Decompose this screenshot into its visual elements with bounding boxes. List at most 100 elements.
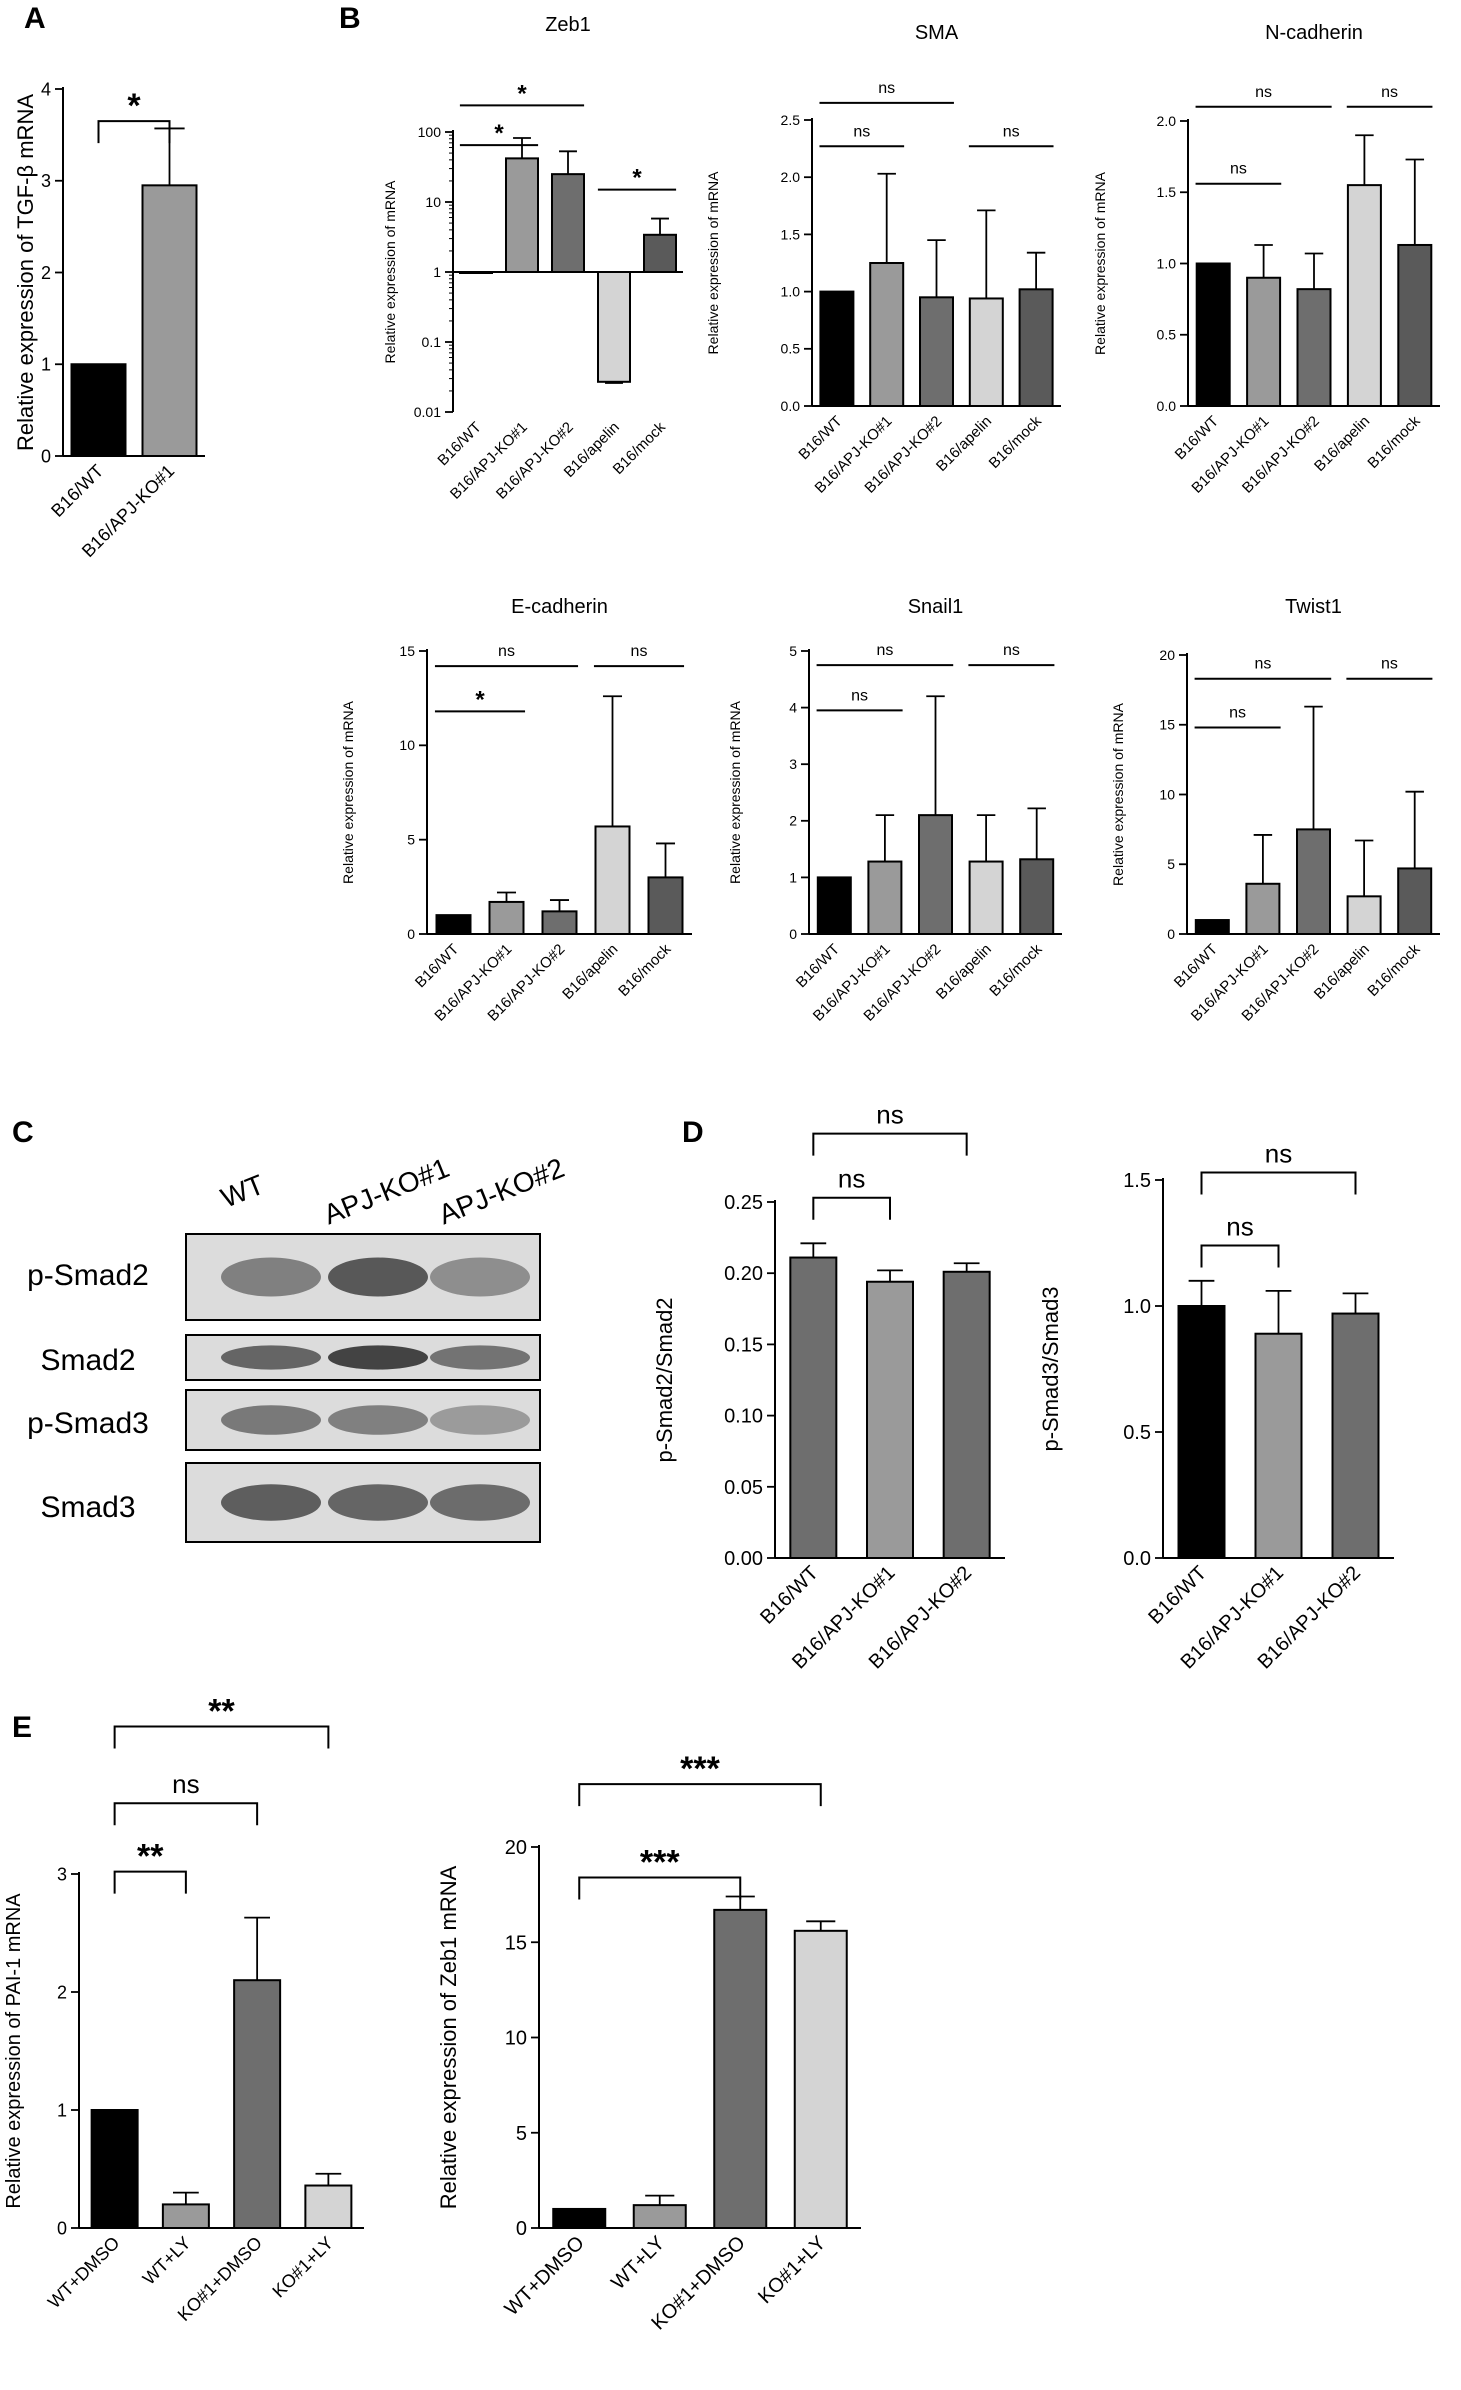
- comparison-bracket-1: [1200, 1244, 1280, 1268]
- y-tick-label: 5: [407, 832, 415, 848]
- y-tick-label: 1.0: [781, 284, 801, 300]
- y-tick-label: 3: [57, 1864, 67, 1884]
- significance-label-1: ns: [1226, 1212, 1253, 1242]
- bar-2: [919, 296, 954, 408]
- blot-band-0-1: [328, 1257, 428, 1297]
- panel-letters: A B C D E: [12, 2, 704, 1744]
- y-axis-label: Relative expression of mRNA: [1092, 171, 1108, 355]
- y-axis-label: Relative expression of mRNA: [340, 700, 356, 884]
- chart-title: Snail1: [908, 596, 964, 618]
- y-axis-label: Relative expression of mRNA: [705, 171, 721, 355]
- bar-3: [594, 825, 631, 936]
- y-tick-label: 15: [505, 1932, 527, 1954]
- y-axis-label: Relative expression of mRNA: [727, 700, 743, 884]
- significance-label-0: ns: [876, 1100, 903, 1130]
- bar-0: [1177, 1305, 1226, 1559]
- blot-band-0-2: [430, 1257, 530, 1297]
- y-tick-label: 1.5: [1157, 184, 1177, 200]
- bar-2: [1296, 288, 1332, 407]
- bar-3: [968, 860, 1004, 935]
- comparison-bracket-1: [578, 1876, 742, 1900]
- y-tick-label: 0.0: [1123, 1548, 1151, 1570]
- chart-b5: Snail1 Relative expression of mRNA 0 1 2 3 4 5 B…: [727, 596, 1062, 1025]
- y-tick-label: 10: [505, 2028, 527, 2050]
- y-axis-label: Relative expression of mRNA: [382, 180, 398, 364]
- chart-d1: p-Smad2/Smad2 0.00 0.05 0.10 0.15 0.20 0.25 B16…: [652, 1100, 1005, 1673]
- significance-label-1: ns: [1229, 705, 1246, 722]
- bar-3: [1346, 184, 1382, 407]
- comparison-bracket-0: [578, 1783, 822, 1807]
- y-axis-label: p-Smad2/Smad2: [652, 1297, 677, 1462]
- category-label-3: B16/apelin: [933, 941, 995, 1003]
- chart-title: Twist1: [1285, 596, 1342, 618]
- category-label-4: B16/mock: [986, 940, 1046, 1000]
- comparison-bracket-2: [113, 1870, 187, 1894]
- significance-label-0: *: [517, 80, 527, 107]
- bar-2: [942, 1270, 991, 1559]
- bar-1: [869, 262, 905, 407]
- significance-label-0: ns: [1254, 656, 1271, 673]
- y-tick-label: 0.05: [724, 1477, 763, 1499]
- y-tick-label: 0.00: [724, 1548, 763, 1570]
- y-tick-label: 0.20: [724, 1263, 763, 1285]
- comparison-bracket-0: [1200, 1171, 1357, 1195]
- category-label-3: KO#1+LY: [268, 2233, 337, 2302]
- bar-2: [541, 910, 578, 935]
- bar-4: [647, 876, 684, 936]
- category-label-0: B16/WT: [1172, 413, 1222, 463]
- bar-0: [1194, 919, 1230, 935]
- significance-label-2: **: [137, 1838, 164, 1876]
- significance-label-1: ns: [1230, 161, 1247, 178]
- y-tick-label: 1.0: [1157, 255, 1177, 271]
- blot-band-3-2: [430, 1484, 530, 1521]
- panel-letter-d: D: [682, 1116, 704, 1149]
- y-axis-label: p-Smad3/Smad3: [1038, 1286, 1063, 1451]
- y-tick-label: 1.0: [1123, 1296, 1151, 1318]
- bar-3: [597, 271, 631, 383]
- y-tick-label: 0.10: [724, 1406, 763, 1428]
- bar-0: [90, 2109, 139, 2229]
- blot-band-1-0: [221, 1345, 321, 1370]
- blot-band-1-1: [328, 1345, 428, 1370]
- category-label-3: B16/apelin: [1311, 413, 1373, 475]
- y-tick-label: 0.5: [781, 341, 801, 357]
- significance-label-2: ns: [631, 643, 648, 660]
- bar-1: [1245, 882, 1281, 936]
- bar-3: [304, 2184, 353, 2230]
- y-tick-label: 0: [789, 926, 797, 942]
- category-label-1: WT+LY: [607, 2232, 669, 2294]
- y-tick-label: 0.15: [724, 1334, 763, 1356]
- category-label-0: B16/WT: [793, 941, 843, 991]
- category-label-0: B16/WT: [47, 461, 107, 521]
- y-tick-label: 2: [41, 263, 51, 283]
- bar-1: [488, 900, 525, 936]
- significance-label-0: ns: [878, 80, 895, 97]
- y-tick-label: 20: [505, 1837, 527, 1859]
- significance-label-0: *: [127, 87, 141, 125]
- blot-band-2-1: [328, 1405, 428, 1435]
- y-tick-label: 100: [418, 124, 442, 140]
- bar-2: [713, 1908, 768, 2229]
- y-tick-label: 1: [41, 355, 51, 375]
- y-tick-label: 2.5: [781, 112, 801, 128]
- y-tick-label: 20: [1159, 647, 1175, 663]
- comparison-bracket-1: [113, 1802, 259, 1826]
- bar-2: [918, 814, 953, 936]
- y-tick-label: 0.0: [1157, 398, 1177, 414]
- bar-3: [968, 297, 1004, 407]
- bar-0: [435, 914, 472, 936]
- bar-1: [161, 2203, 210, 2229]
- y-tick-label: 0.1: [422, 334, 442, 350]
- category-label-3: KO#1+LY: [754, 2232, 830, 2308]
- blot-row-label-1: Smad2: [40, 1344, 135, 1377]
- bar-3: [1346, 895, 1382, 936]
- significance-label-1: ns: [853, 123, 870, 140]
- bar-2: [1296, 828, 1331, 935]
- significance-label-2: ns: [1381, 84, 1398, 101]
- chart-e1: Relative expression of PAI-1 mRNA 0 1 2 3 WT+…: [3, 1693, 364, 2325]
- comparison-bracket-1: [812, 1196, 891, 1220]
- significance-label-1: *: [494, 120, 504, 147]
- y-tick-label: 0.5: [1157, 327, 1177, 343]
- bar-0: [552, 2207, 607, 2229]
